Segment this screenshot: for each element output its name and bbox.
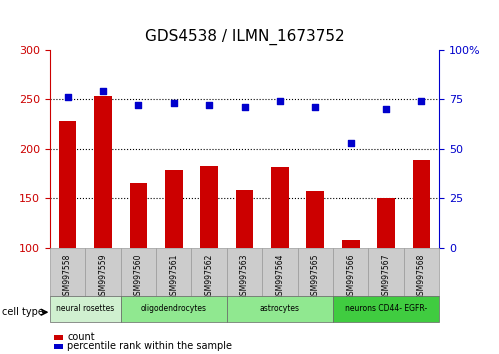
Text: GSM997559: GSM997559 [98,253,107,300]
FancyBboxPatch shape [333,248,368,296]
Point [134,102,142,108]
Point [205,102,213,108]
Point [311,104,319,110]
FancyBboxPatch shape [262,248,297,296]
Bar [59,121,76,347]
Text: GSM997563: GSM997563 [240,253,249,300]
FancyBboxPatch shape [227,248,262,296]
Text: GSM997567: GSM997567 [382,253,391,300]
Text: GSM997568: GSM997568 [417,253,426,300]
Bar [342,240,359,347]
Point [347,140,355,145]
FancyBboxPatch shape [404,248,439,296]
Bar [54,335,63,340]
Bar [200,166,218,347]
Text: GSM997565: GSM997565 [311,253,320,300]
FancyBboxPatch shape [156,248,192,296]
FancyBboxPatch shape [227,296,333,322]
Text: GSM997560: GSM997560 [134,253,143,300]
Text: GSM997561: GSM997561 [169,253,178,300]
FancyBboxPatch shape [192,248,227,296]
FancyBboxPatch shape [85,248,121,296]
Bar [54,344,63,349]
Text: neural rosettes: neural rosettes [56,304,114,313]
FancyBboxPatch shape [50,248,85,296]
Text: GSM997564: GSM997564 [275,253,284,300]
Point [241,104,249,110]
Text: oligodendrocytes: oligodendrocytes [141,304,207,313]
Bar [94,96,112,347]
Bar [271,166,289,347]
Point [170,100,178,106]
Bar [165,171,183,347]
Text: GSM997566: GSM997566 [346,253,355,300]
FancyBboxPatch shape [297,248,333,296]
Text: count: count [67,332,95,342]
Text: neurons CD44- EGFR-: neurons CD44- EGFR- [345,304,427,313]
FancyBboxPatch shape [50,296,121,322]
Text: astrocytes: astrocytes [260,304,300,313]
Bar [413,160,430,347]
Bar [130,183,147,347]
FancyBboxPatch shape [368,248,404,296]
Point [63,94,71,100]
Bar [306,191,324,347]
FancyBboxPatch shape [121,248,156,296]
Bar [377,198,395,347]
Text: percentile rank within the sample: percentile rank within the sample [67,341,233,351]
Text: cell type: cell type [2,307,44,317]
FancyBboxPatch shape [121,296,227,322]
Point [418,98,426,104]
Point [382,106,390,112]
Title: GDS4538 / ILMN_1673752: GDS4538 / ILMN_1673752 [145,29,344,45]
Point [276,98,284,104]
FancyBboxPatch shape [333,296,439,322]
Text: GSM997562: GSM997562 [205,253,214,300]
Text: GSM997558: GSM997558 [63,253,72,300]
Point [99,88,107,94]
Bar [236,190,253,347]
